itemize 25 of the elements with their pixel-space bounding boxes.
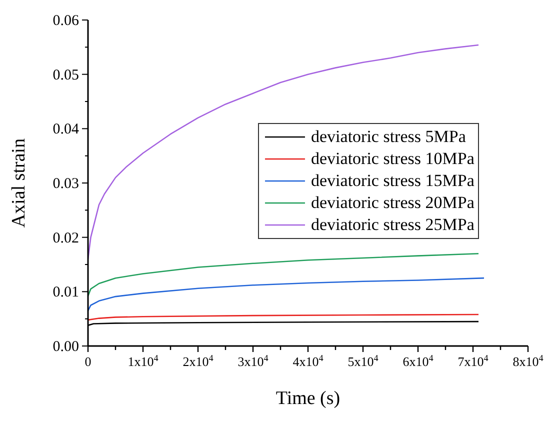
x-tick-label: 2x10$^{4}$ bbox=[182, 353, 214, 369]
x-tick-label: 5x10$^{4}$ bbox=[348, 353, 379, 369]
legend-label: deviatoric stress 20MPa bbox=[311, 192, 474, 214]
y-tick-label: 0.01 bbox=[52, 284, 79, 301]
y-tick-label: 0.05 bbox=[52, 67, 79, 84]
line-series bbox=[88, 277, 485, 312]
x-tick-label: 7x10$^{4}$ bbox=[458, 353, 489, 369]
x-tick-label: 6x10$^{4}$ bbox=[402, 353, 434, 369]
x-tick-label: 1x10$^{4}$ bbox=[128, 353, 159, 369]
y-tick-label: 0.03 bbox=[52, 176, 79, 192]
line-series bbox=[88, 252, 480, 297]
legend-label: deviatoric stress 5MPa bbox=[311, 126, 466, 148]
x-tick-label: 3x10$^{4}$ bbox=[238, 353, 269, 369]
legend-label: deviatoric stress 15MPa bbox=[311, 170, 474, 192]
legend-label: deviatoric stress 10MPa bbox=[311, 148, 474, 170]
y-tick-label: 0.02 bbox=[52, 230, 79, 246]
y-axis-title: Axial strain bbox=[8, 138, 30, 228]
x-tick-label: 8x10$^{4}$ bbox=[512, 353, 544, 369]
y-tick-label: 0.00 bbox=[52, 339, 79, 355]
y-tick-label: 0.04 bbox=[52, 122, 80, 138]
x-axis-title: Time (s) bbox=[276, 388, 340, 409]
legend-label: deviatoric stress 25MPa bbox=[311, 214, 474, 236]
y-tick-label: 0.06 bbox=[52, 13, 80, 29]
x-tick-label: 0 bbox=[84, 354, 92, 369]
x-tick-label: 4x10$^{4}$ bbox=[292, 353, 324, 369]
